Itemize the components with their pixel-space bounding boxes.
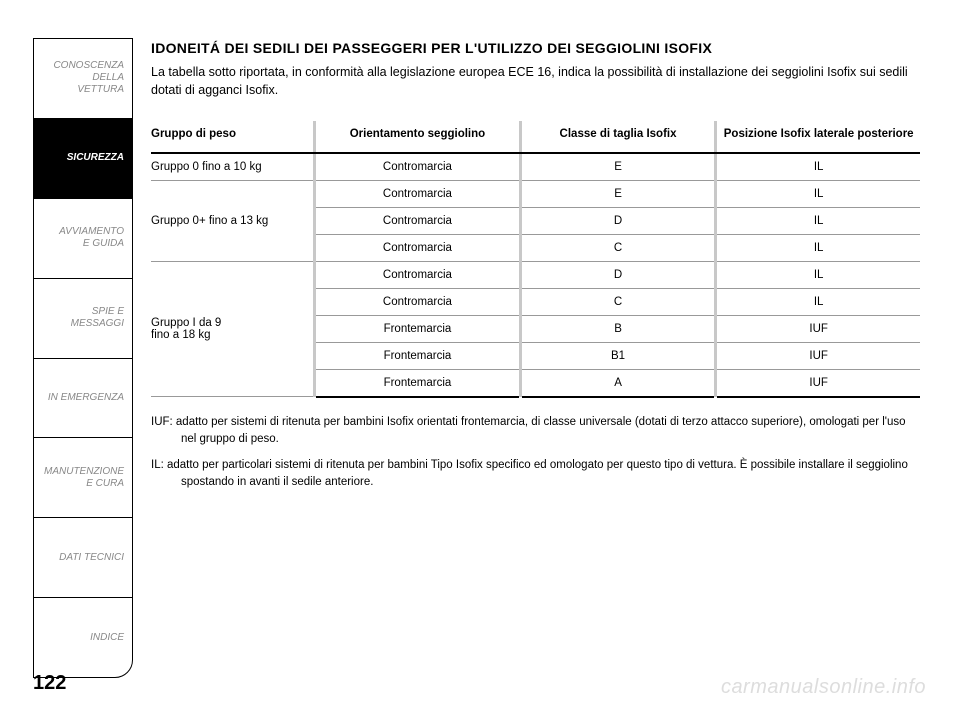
cell-position: IUF [717, 342, 920, 369]
cell-orientation: Frontemarcia [316, 342, 519, 369]
table-header-row: Gruppo di peso Orientamento seggiolino C… [151, 121, 920, 153]
sidebar-item-label: SICUREZZA [67, 152, 124, 164]
cell-orientation: Contromarcia [316, 234, 519, 261]
cell-class: A [522, 369, 715, 397]
cell-orientation: Contromarcia [316, 261, 519, 288]
sidebar-item-label: IN EMERGENZA [48, 392, 124, 404]
sidebar-item-7[interactable]: INDICE [34, 598, 132, 677]
intro-text: La tabella sotto riportata, in conformit… [151, 64, 920, 99]
cell-position: IL [717, 234, 920, 261]
sidebar-item-label: AVVIAMENTO E GUIDA [59, 226, 124, 250]
cell-position: IL [717, 261, 920, 288]
cell-class: B [522, 315, 715, 342]
cell-orientation: Contromarcia [316, 180, 519, 207]
group-label: Gruppo 0 fino a 10 kg [151, 153, 313, 181]
sidebar-item-label: CONOSCENZA DELLA VETTURA [53, 60, 124, 96]
cell-orientation: Contromarcia [316, 207, 519, 234]
cell-class: C [522, 288, 715, 315]
isofix-table: Gruppo di peso Orientamento seggiolino C… [151, 121, 920, 398]
sidebar-item-5[interactable]: MANUTENZIONE E CURA [34, 438, 132, 518]
note-il: IL: adatto per particolari sistemi di ri… [151, 457, 920, 490]
sidebar-item-label: INDICE [90, 632, 124, 644]
sidebar-item-label: SPIE E MESSAGGI [71, 306, 124, 330]
table-row: Gruppo 0 fino a 10 kgContromarciaEIL [151, 153, 920, 181]
cell-class: E [522, 153, 715, 181]
page-heading: IDONEITÁ DEI SEDILI DEI PASSEGGERI PER L… [151, 40, 920, 56]
cell-class: D [522, 261, 715, 288]
cell-class: D [522, 207, 715, 234]
cell-position: IL [717, 207, 920, 234]
header-position: Posizione Isofix laterale posteriore [717, 121, 920, 153]
cell-orientation: Contromarcia [316, 288, 519, 315]
header-orientation: Orientamento seggiolino [316, 121, 519, 153]
sidebar-item-label: MANUTENZIONE E CURA [44, 466, 124, 490]
note-iuf: IUF: adatto per sistemi di ritenuta per … [151, 414, 920, 447]
header-group: Gruppo di peso [151, 121, 313, 153]
page-number: 122 [33, 672, 66, 695]
group-label: Gruppo I da 9 fino a 18 kg [151, 261, 313, 397]
cell-orientation: Frontemarcia [316, 369, 519, 397]
notes: IUF: adatto per sistemi di ritenuta per … [151, 414, 920, 491]
cell-position: IUF [717, 369, 920, 397]
cell-class: E [522, 180, 715, 207]
sidebar-item-0[interactable]: CONOSCENZA DELLA VETTURA [34, 39, 132, 119]
cell-orientation: Contromarcia [316, 153, 519, 181]
group-label: Gruppo 0+ fino a 13 kg [151, 180, 313, 261]
cell-position: IL [717, 288, 920, 315]
sidebar-item-2[interactable]: AVVIAMENTO E GUIDA [34, 199, 132, 279]
header-class: Classe di taglia Isofix [522, 121, 715, 153]
main-content: IDONEITÁ DEI SEDILI DEI PASSEGGERI PER L… [133, 0, 960, 709]
watermark: carmanualsonline.info [721, 676, 926, 699]
sidebar-item-1[interactable]: SICUREZZA [34, 119, 132, 199]
cell-class: B1 [522, 342, 715, 369]
cell-class: C [522, 234, 715, 261]
sidebar-item-3[interactable]: SPIE E MESSAGGI [34, 279, 132, 359]
sidebar-item-6[interactable]: DATI TECNICI [34, 518, 132, 598]
cell-position: IL [717, 153, 920, 181]
sidebar-nav: CONOSCENZA DELLA VETTURA SICUREZZA AVVIAME… [33, 38, 133, 678]
sidebar-item-label: DATI TECNICI [59, 552, 124, 564]
cell-orientation: Frontemarcia [316, 315, 519, 342]
sidebar-item-4[interactable]: IN EMERGENZA [34, 359, 132, 439]
cell-position: IUF [717, 315, 920, 342]
table-row: Gruppo I da 9 fino a 18 kgContromarciaDI… [151, 261, 920, 288]
cell-position: IL [717, 180, 920, 207]
table-row: Gruppo 0+ fino a 13 kgContromarciaEIL [151, 180, 920, 207]
